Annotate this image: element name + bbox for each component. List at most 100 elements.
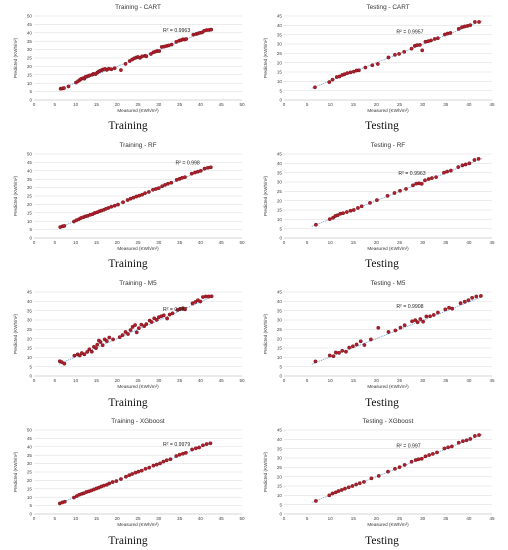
- x-tick-label: 25: [135, 240, 141, 245]
- x-tick-label: 5: [54, 102, 57, 107]
- data-point: [339, 488, 344, 492]
- y-tick-label: 20: [277, 474, 283, 479]
- scatter-chart: Training - RF 0 5 10 15 20 25 30 35 40 45 50 0 5 10 15 2…: [13, 142, 245, 251]
- data-point: [344, 210, 349, 214]
- y-tick-label: 40: [27, 299, 33, 304]
- y-tick-label: 30: [277, 180, 283, 185]
- x-tick-label: 50: [239, 240, 245, 245]
- data-point: [369, 476, 374, 481]
- data-point: [330, 77, 335, 82]
- x-tick-label: 45: [489, 102, 495, 107]
- data-point: [467, 161, 472, 166]
- data-point: [447, 305, 451, 310]
- x-tick-label: 35: [177, 378, 183, 383]
- data-point: [375, 62, 380, 66]
- data-point: [376, 325, 381, 330]
- x-tick-label: 35: [443, 378, 449, 383]
- panel-caption: Testing: [365, 120, 399, 132]
- data-point: [183, 307, 187, 312]
- x-tick-label: 40: [198, 102, 204, 107]
- data-point: [393, 328, 398, 333]
- data-point: [473, 20, 477, 24]
- r-squared-annotation: R² = 0.9979: [163, 442, 190, 448]
- data-point: [98, 340, 103, 344]
- y-tick-label: 45: [277, 152, 283, 157]
- panel-caption: Training: [108, 397, 148, 409]
- x-tick-label: 30: [420, 516, 426, 521]
- y-axis-label: Predicted (KWh/m²): [263, 451, 268, 492]
- data-point: [397, 52, 401, 56]
- y-tick-label: 50: [27, 428, 33, 433]
- chart-panel-1: Training - CART 0 5 10 15 20 25 30 35 40 45 50 0 5 10 1…: [12, 2, 246, 114]
- y-tick-label: 10: [27, 219, 33, 224]
- data-point: [448, 31, 453, 35]
- x-tick-label: 20: [115, 516, 121, 521]
- data-point: [183, 175, 187, 180]
- data-point: [136, 469, 141, 474]
- x-tick-label: 15: [94, 240, 100, 245]
- x-axis-label: Measured (KWh/m²): [117, 384, 159, 389]
- data-point: [362, 343, 367, 347]
- data-point: [358, 339, 363, 344]
- chart-title: Testing - XGboost: [363, 418, 414, 425]
- chart-title: Training - XGboost: [111, 418, 165, 425]
- data-point: [130, 472, 135, 476]
- data-point: [359, 204, 364, 209]
- data-point: [144, 322, 149, 326]
- data-point: [436, 36, 440, 41]
- data-point: [313, 359, 318, 364]
- data-point: [368, 201, 372, 205]
- y-tick-label: 35: [277, 170, 283, 175]
- data-point: [133, 323, 137, 327]
- data-point: [190, 301, 195, 306]
- data-point: [340, 348, 345, 353]
- y-tick-label: 10: [277, 217, 283, 222]
- data-point: [198, 168, 203, 173]
- data-point: [156, 186, 161, 190]
- panel-caption: Training: [108, 258, 148, 270]
- y-tick-label: 20: [277, 336, 283, 341]
- panel-caption: Testing: [365, 535, 399, 547]
- y-tick-label: 30: [277, 456, 283, 461]
- y-tick-label: 20: [27, 202, 33, 207]
- data-point: [435, 450, 439, 455]
- y-axis-label: Predicted (KWh/m²): [13, 313, 18, 354]
- x-tick-label: 30: [156, 240, 162, 245]
- data-point: [208, 441, 213, 446]
- r-squared-annotation: R² = 0.998: [175, 161, 199, 167]
- data-point: [476, 156, 481, 161]
- data-point: [344, 349, 348, 354]
- data-point: [128, 328, 133, 332]
- data-point: [140, 192, 145, 197]
- y-tick-label: 0: [29, 512, 32, 517]
- y-tick-label: 25: [27, 194, 33, 199]
- y-tick-label: 35: [277, 308, 283, 313]
- y-tick-label: 45: [27, 22, 33, 27]
- data-point: [423, 454, 428, 459]
- data-point: [424, 314, 429, 319]
- data-point: [147, 465, 152, 470]
- data-point: [397, 465, 402, 470]
- y-tick-label: 15: [27, 346, 33, 351]
- y-tick-label: 35: [27, 453, 33, 458]
- data-point: [166, 181, 170, 186]
- data-point: [410, 319, 414, 324]
- y-tick-label: 40: [27, 444, 33, 449]
- y-axis-label: Predicted (KWh/m²): [13, 37, 18, 78]
- y-tick-label: 45: [277, 428, 283, 433]
- y-tick-label: 20: [27, 478, 33, 483]
- data-point: [369, 337, 373, 342]
- data-point: [350, 344, 355, 349]
- x-tick-label: 50: [239, 516, 245, 521]
- x-axis-label: Measured (KWh/m²): [117, 246, 159, 251]
- x-tick-label: 25: [135, 516, 141, 521]
- data-point: [392, 191, 397, 195]
- x-tick-label: 0: [33, 240, 36, 245]
- y-tick-label: 25: [277, 51, 283, 56]
- x-tick-label: 0: [283, 378, 286, 383]
- y-tick-label: 25: [277, 465, 283, 470]
- data-point: [348, 208, 353, 213]
- x-axis-label: Measured (KWh/m²): [367, 246, 409, 251]
- scatter-chart: Testing - RF 0 5 10 15 20 25 30 35 40 45 0 5 10 15 20 25…: [263, 142, 495, 251]
- data-point: [112, 66, 117, 71]
